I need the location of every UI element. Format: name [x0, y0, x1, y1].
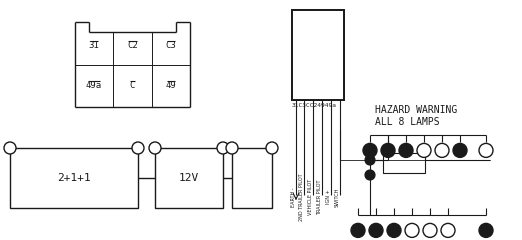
Text: TRAILER PILOT: TRAILER PILOT — [317, 179, 322, 215]
Text: 12V: 12V — [179, 173, 199, 183]
Text: 31: 31 — [89, 41, 99, 50]
Bar — [383, 153, 425, 173]
Bar — [10, 148, 138, 208]
Circle shape — [387, 223, 401, 237]
Circle shape — [399, 144, 413, 157]
Circle shape — [369, 223, 383, 237]
Circle shape — [453, 144, 467, 157]
Circle shape — [149, 142, 161, 154]
Circle shape — [365, 155, 375, 165]
Text: 31C3CC24949a: 31C3CC24949a — [292, 103, 337, 108]
Text: C3: C3 — [165, 41, 176, 50]
Bar — [232, 148, 272, 208]
Text: IGN +: IGN + — [326, 190, 331, 204]
Text: C: C — [130, 81, 135, 90]
Bar — [292, 10, 344, 100]
Text: EARTH -: EARTH - — [291, 187, 296, 207]
Circle shape — [435, 144, 449, 157]
Circle shape — [217, 142, 229, 154]
Circle shape — [351, 223, 365, 237]
Circle shape — [266, 142, 278, 154]
Circle shape — [441, 223, 455, 237]
Circle shape — [479, 223, 493, 237]
Text: C2: C2 — [127, 41, 138, 50]
Circle shape — [363, 144, 377, 157]
Bar — [155, 148, 223, 208]
Circle shape — [4, 142, 16, 154]
Circle shape — [423, 223, 437, 237]
Circle shape — [405, 223, 419, 237]
Text: 2ND TRAILER PILOT: 2ND TRAILER PILOT — [299, 173, 304, 221]
Bar — [292, 10, 344, 100]
Text: ALL 8 LAMPS: ALL 8 LAMPS — [375, 117, 440, 127]
Text: HAZARD WARNING: HAZARD WARNING — [375, 105, 457, 115]
Text: SWITCH: SWITCH — [335, 187, 340, 207]
Text: VEHICLE PILOT: VEHICLE PILOT — [308, 179, 313, 215]
Text: 2+1+1: 2+1+1 — [57, 173, 91, 183]
Text: 49: 49 — [165, 81, 176, 90]
Circle shape — [381, 144, 395, 157]
Circle shape — [417, 144, 431, 157]
Circle shape — [365, 170, 375, 180]
Circle shape — [226, 142, 238, 154]
Text: 49a: 49a — [86, 81, 102, 90]
Circle shape — [479, 144, 493, 157]
Bar — [292, 10, 344, 100]
Circle shape — [132, 142, 144, 154]
